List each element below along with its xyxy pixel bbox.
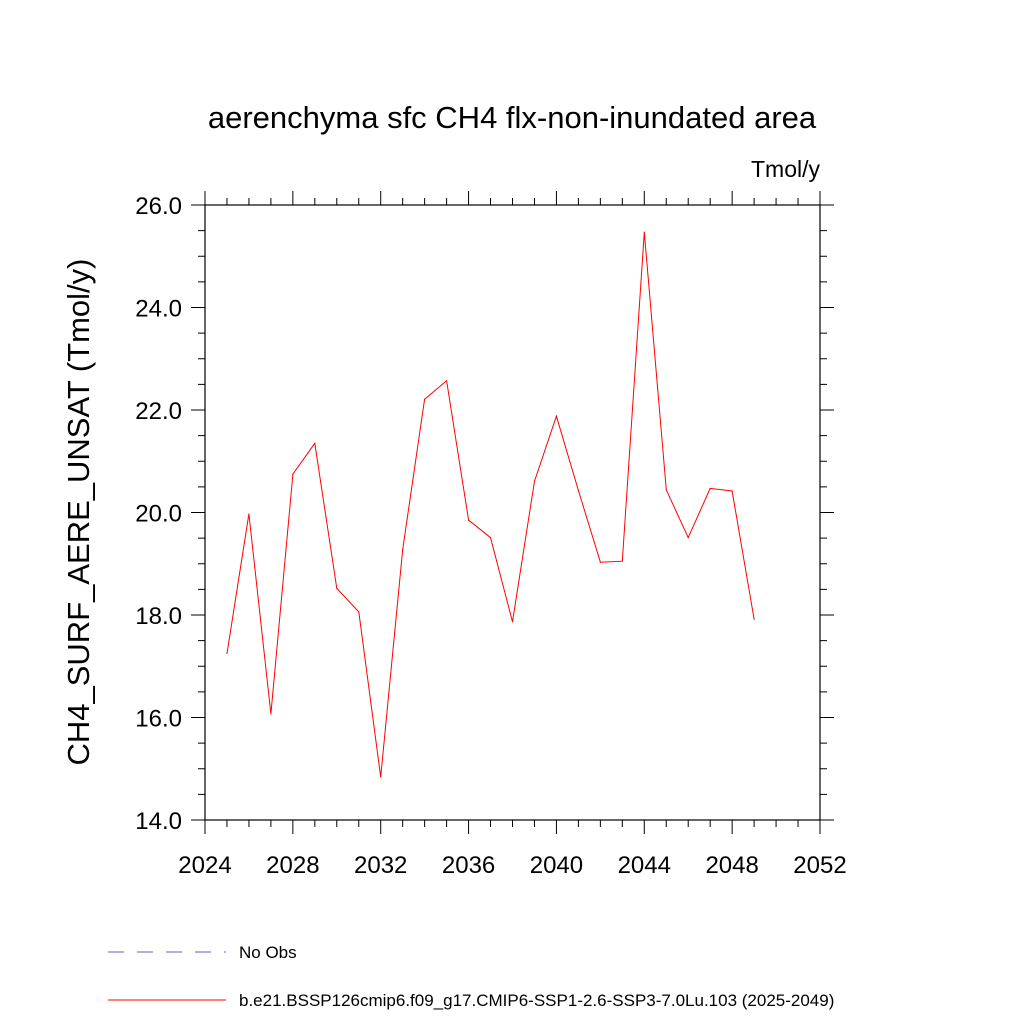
y-tick-label: 18.0 [135, 603, 182, 630]
data-point [533, 480, 536, 482]
data-point [643, 231, 645, 233]
chart-title: aerenchyma sfc CH4 flx-non-inundated are… [207, 100, 817, 135]
data-point [380, 776, 382, 778]
data-point [489, 537, 492, 539]
y-tick-label: 14.0 [135, 808, 182, 835]
x-tick-label: 2052 [793, 852, 846, 879]
x-tick-label: 2040 [530, 852, 583, 879]
units-label: Tmol/y [751, 156, 820, 182]
legend-label-series: b.e21.BSSP126cmip6.f09_g17.CMIP6-SSP1-2.… [239, 991, 835, 1010]
x-tick-label: 2028 [266, 852, 319, 879]
series-line [226, 232, 755, 778]
data-point [599, 561, 601, 563]
data-point [511, 621, 514, 623]
data-point [467, 519, 470, 521]
data-point [555, 415, 558, 417]
plot-frame [204, 204, 821, 821]
x-tick-label: 2044 [618, 852, 671, 879]
y-tick-label: 22.0 [135, 398, 182, 425]
y-tick-label: 20.0 [135, 501, 182, 528]
y-tick-label: 26.0 [135, 193, 182, 220]
data-point [358, 611, 360, 613]
data-point [446, 380, 448, 382]
data-point [753, 618, 755, 620]
x-tick-label: 2048 [705, 852, 758, 879]
data-point [621, 560, 623, 562]
data-point [577, 489, 579, 492]
x-tick-label: 2024 [178, 852, 231, 879]
data-point [226, 652, 228, 655]
data-point [687, 537, 689, 539]
data-point [402, 548, 404, 551]
data-point [270, 713, 272, 715]
data-point [292, 473, 294, 475]
data-point [731, 490, 733, 492]
y-tick-label: 16.0 [135, 706, 182, 733]
data-point [248, 513, 250, 515]
data-point [314, 442, 316, 444]
legend-label-no-obs: No Obs [239, 943, 297, 962]
y-axis-label: CH4_SURF_AERE_UNSAT (Tmol/y) [61, 258, 96, 766]
x-tick-label: 2032 [354, 852, 407, 879]
data-point [424, 398, 426, 400]
data-point [709, 487, 711, 490]
data-point [665, 489, 667, 491]
data-point [336, 587, 338, 589]
x-tick-label: 2036 [442, 852, 495, 879]
y-tick-label: 24.0 [135, 296, 182, 323]
